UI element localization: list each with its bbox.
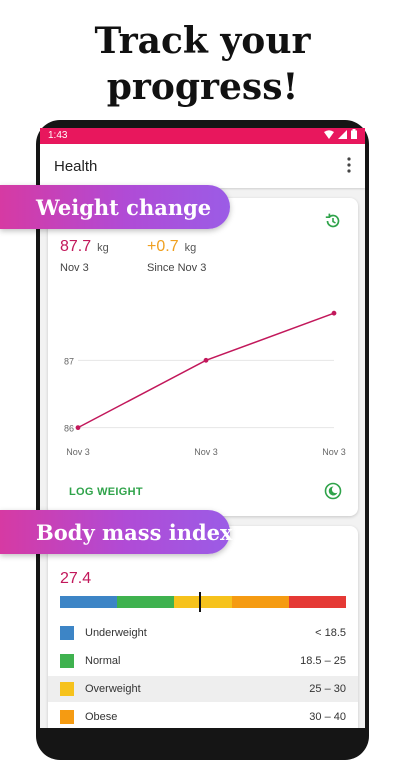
weight-chart: 86 87 Nov 3 Nov 3 Nov 3 — [64, 310, 346, 457]
weight-change-unit: kg — [184, 242, 197, 254]
status-icons — [324, 129, 357, 139]
y-tick-label: 86 — [64, 424, 74, 434]
weight-card: 87.7 kg Nov 3 +0.7 kg Since Nov 3 86 87 Nov … — [48, 198, 358, 516]
current-weight-unit: kg — [97, 242, 109, 254]
headline-line-2: progress! — [106, 66, 299, 108]
weight-change-value: +0.7 — [147, 238, 179, 255]
bmi-legend-row: Obese 30 – 40 — [48, 704, 358, 728]
bmi-legend-range: 18.5 – 25 — [300, 655, 346, 667]
x-tick-label: Nov 3 — [66, 447, 90, 457]
bmi-legend-swatch — [60, 682, 74, 696]
bmi-legend-label: Obese — [85, 711, 118, 723]
signal-icon — [338, 129, 347, 139]
phone-screen: 1:43 Health 87.7 kg Nov 3 +0.7 kg Since No… — [40, 128, 365, 728]
callout-weight-change: Weight change — [0, 185, 230, 229]
x-tick-label: Nov 3 — [194, 447, 218, 457]
bmi-legend-label: Normal — [85, 655, 121, 667]
battery-icon — [351, 129, 357, 139]
bmi-scale-segment — [174, 596, 232, 608]
weight-data-point — [75, 425, 81, 431]
bmi-legend-swatch — [60, 710, 74, 724]
bmi-legend-label: Underweight — [85, 627, 147, 639]
bmi-scale-segment — [117, 596, 175, 608]
bmi-scale-segment — [288, 596, 347, 608]
callout-bmi-label: Body mass index — [36, 520, 233, 545]
weight-change-since: Since Nov 3 — [147, 262, 207, 274]
bmi-legend-swatch — [60, 626, 74, 640]
bmi-legend-row: Underweight < 18.5 — [48, 620, 358, 646]
bmi-legend-swatch — [60, 654, 74, 668]
status-bar: 1:43 — [40, 128, 365, 144]
log-weight-button[interactable]: LOG WEIGHT — [69, 486, 143, 498]
bmi-legend-range: < 18.5 — [315, 627, 346, 639]
more-options-icon[interactable] — [345, 156, 353, 174]
weight-series-line — [77, 312, 335, 429]
bmi-scale-bar — [60, 596, 347, 608]
bmi-legend-range: 30 – 40 — [309, 711, 346, 723]
weight-change: +0.7 kg — [147, 238, 196, 256]
bmi-scale-segment — [60, 596, 118, 608]
bmi-legend-row: Normal 18.5 – 25 — [48, 648, 358, 674]
weight-data-point — [203, 357, 209, 363]
bmi-card: 27.4 Underweight < 18.5 Normal 18.5 – 25 Ove… — [48, 526, 358, 728]
bmi-legend-range: 25 – 30 — [309, 683, 346, 695]
headline-line-1: Track your — [94, 20, 311, 62]
app-bar: Health — [40, 144, 365, 188]
callout-weight-label: Weight change — [36, 195, 212, 220]
bmi-legend-label: Overweight — [85, 683, 141, 695]
bmi-scale-segment — [231, 596, 289, 608]
x-tick-label: Nov 3 — [322, 447, 346, 457]
bmi-legend-row: Overweight 25 – 30 — [48, 676, 358, 702]
wifi-icon — [324, 129, 334, 139]
callout-bmi: Body mass index — [0, 510, 233, 554]
moon-icon[interactable] — [324, 482, 342, 500]
current-weight-value: 87.7 — [60, 238, 92, 255]
y-tick-label: 87 — [64, 356, 74, 366]
status-time: 1:43 — [48, 130, 68, 141]
history-icon[interactable] — [324, 212, 342, 230]
bmi-value: 27.4 — [60, 570, 92, 587]
weight-data-point — [331, 310, 337, 316]
current-weight: 87.7 kg — [60, 238, 109, 256]
current-weight-date: Nov 3 — [60, 262, 89, 274]
promo-headline: Track your progress! — [0, 18, 405, 110]
bmi-marker — [199, 592, 202, 612]
app-title: Health — [54, 158, 98, 175]
